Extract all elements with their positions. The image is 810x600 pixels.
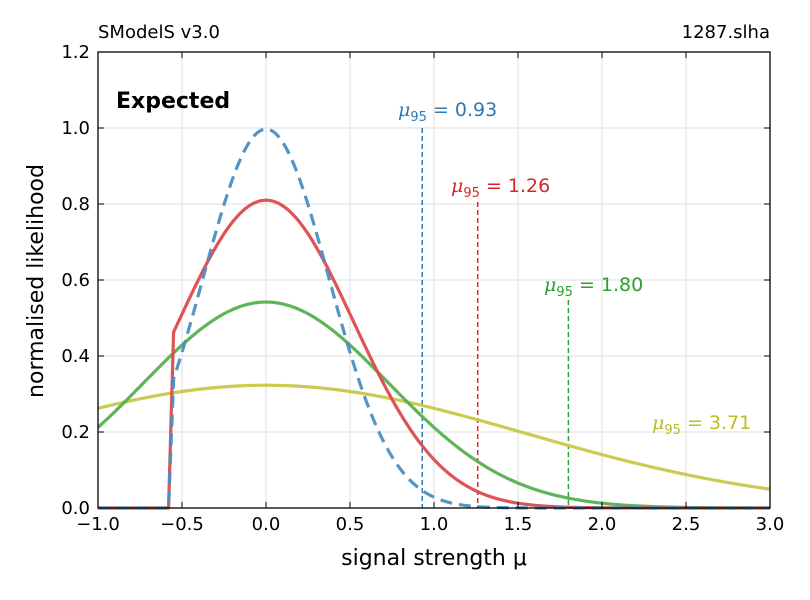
ticks: −1.0 −0.5 0.0 0.5 1.0 1.5 2.0 2.5 3.0 0.0 0.2 0.4 0.… — [61, 42, 784, 535]
curve-olive — [97, 383, 771, 491]
x-tick-label: 3.0 — [756, 514, 785, 535]
x-tick-label: −0.5 — [160, 514, 204, 535]
mu95-label-curve-green: μ95 = 1.80 — [544, 274, 643, 300]
y-tick-label: 0.6 — [61, 270, 90, 291]
mu95-label-curve-blue: μ95 = 0.93 — [398, 99, 497, 125]
x-tick-label: 2.5 — [672, 514, 701, 535]
y-axis-label: normalised likelihood — [24, 164, 49, 398]
x-axis-label: signal strength μ — [341, 546, 527, 571]
x-tick-label: 2.0 — [588, 514, 617, 535]
header-right: 1287.slha — [682, 22, 770, 43]
y-tick-label: 0.0 — [61, 498, 90, 519]
mu95-label-curve-red: μ95 = 1.26 — [451, 175, 550, 201]
expected-label: Expected — [116, 89, 230, 114]
x-tick-label: 0.5 — [336, 514, 365, 535]
y-tick-label: 0.2 — [61, 422, 90, 443]
x-tick-label: 1.5 — [504, 514, 533, 535]
y-tick-label: 0.4 — [61, 346, 90, 367]
x-tick-label: 1.0 — [420, 514, 449, 535]
mu95-label-curve-olive: μ95 = 3.71 — [652, 412, 751, 438]
grid — [97, 51, 771, 509]
header-left: SModelS v3.0 — [98, 22, 220, 43]
y-tick-label: 0.8 — [61, 194, 90, 215]
y-tick-label: 1.0 — [61, 118, 90, 139]
x-tick-label: −1.0 — [76, 514, 120, 535]
x-tick-label: 0.0 — [252, 514, 281, 535]
labels: μ95 = 0.93 μ95 = 1.26 μ95 = 1.80 μ95 = 3.71 — [398, 99, 751, 438]
y-tick-label: 1.2 — [61, 42, 90, 63]
